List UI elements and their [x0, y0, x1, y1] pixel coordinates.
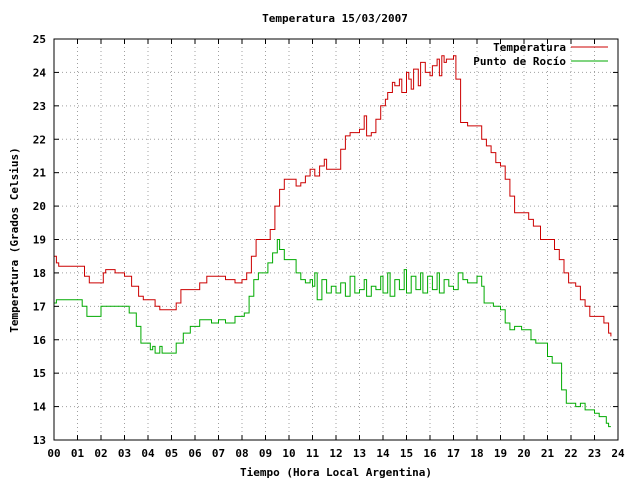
- x-tick-label: 07: [212, 447, 225, 460]
- series-lines: [54, 55, 612, 428]
- y-tick-label: 16: [33, 334, 47, 347]
- x-tick-label: 19: [494, 447, 507, 460]
- x-tick-label: 09: [259, 447, 272, 460]
- y-tick-label: 21: [33, 167, 47, 180]
- x-tick-label: 17: [447, 447, 460, 460]
- y-tick-label: 15: [33, 367, 46, 380]
- x-tick-label: 06: [188, 447, 202, 460]
- y-tick-labels: 13 14 15 16 17 18 19 20 21 22 23 24 25: [33, 33, 47, 447]
- x-tick-label: 23: [588, 447, 601, 460]
- grid: [54, 39, 618, 440]
- legend-label: Temperatura: [493, 41, 566, 54]
- x-tick-labels: 00 01 02 03 04 05 06 07 08 09 10 11 12 13 14 15 16 17 18 19…: [47, 447, 625, 460]
- y-tick-label: 24: [33, 66, 47, 79]
- y-tick-label: 13: [33, 434, 46, 447]
- x-tick-label: 04: [141, 447, 155, 460]
- x-tick-label: 21: [541, 447, 555, 460]
- x-tick-label: 18: [470, 447, 483, 460]
- x-tick-label: 02: [94, 447, 107, 460]
- y-tick-label: 19: [33, 234, 46, 247]
- x-tick-label: 05: [165, 447, 178, 460]
- x-tick-label: 15: [400, 447, 413, 460]
- x-tick-label: 12: [329, 447, 342, 460]
- y-axis-label: Temperatura (Grados Celsius): [8, 147, 21, 332]
- x-tick-label: 11: [306, 447, 320, 460]
- y-tick-label: 23: [33, 100, 46, 113]
- x-tick-label: 10: [282, 447, 295, 460]
- x-tick-label: 24: [611, 447, 625, 460]
- x-tick-label: 00: [47, 447, 60, 460]
- y-tick-label: 25: [33, 33, 46, 46]
- x-tick-label: 20: [517, 447, 530, 460]
- x-axis-label: Tiempo (Hora Local Argentina): [240, 466, 432, 479]
- chart-title: Temperatura 15/03/2007: [262, 12, 408, 25]
- x-tick-label: 13: [353, 447, 366, 460]
- x-tick-label: 14: [376, 447, 390, 460]
- y-tick-label: 18: [33, 267, 46, 280]
- legend-label: Punto de Rocío: [473, 55, 566, 68]
- x-tick-label: 22: [564, 447, 577, 460]
- y-tick-label: 17: [33, 300, 46, 313]
- x-tick-label: 01: [71, 447, 85, 460]
- x-tick-label: 16: [423, 447, 437, 460]
- y-tick-label: 22: [33, 133, 46, 146]
- y-tick-label: 20: [33, 200, 46, 213]
- x-tick-label: 03: [118, 447, 131, 460]
- axis-ticks: [53, 38, 619, 441]
- series-line-punto-de-rocio: [54, 239, 611, 428]
- y-tick-label: 14: [33, 401, 47, 414]
- series-line-temperatura: [54, 55, 612, 337]
- x-tick-label: 08: [235, 447, 248, 460]
